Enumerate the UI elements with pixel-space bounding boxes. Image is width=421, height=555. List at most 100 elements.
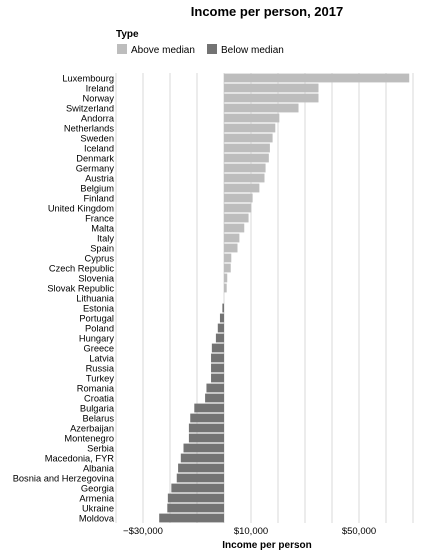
category-label: Serbia xyxy=(87,443,115,453)
bar-spain xyxy=(224,244,238,253)
bar-bulgaria xyxy=(194,404,224,413)
category-label: United Kingdom xyxy=(48,203,114,213)
bar-macedonia-fyr xyxy=(181,454,224,463)
category-label: Estonia xyxy=(83,303,115,313)
category-label: Denmark xyxy=(76,153,114,163)
bar-malta xyxy=(224,224,244,233)
category-label: Norway xyxy=(82,93,114,103)
bar-azerbaijan xyxy=(189,424,224,433)
category-label: Latvia xyxy=(89,353,115,363)
legend-label-below-median: Below median xyxy=(221,45,284,56)
bar-armenia xyxy=(168,494,224,503)
category-label: Switzerland xyxy=(66,103,114,113)
category-label: Finland xyxy=(84,193,115,203)
category-label: Slovak Republic xyxy=(47,283,114,293)
category-label: Bulgaria xyxy=(80,403,115,413)
bar-poland xyxy=(218,324,224,333)
bar-montenegro xyxy=(189,434,224,443)
category-label: Iceland xyxy=(84,143,114,153)
bar-norway xyxy=(224,94,319,103)
category-label: Ireland xyxy=(86,83,114,93)
legend-title: Type xyxy=(116,29,139,40)
category-label: Belarus xyxy=(82,413,114,423)
category-label: Russia xyxy=(86,363,115,373)
category-label: Austria xyxy=(85,173,115,183)
bar-georgia xyxy=(171,484,224,493)
bar-hungary xyxy=(216,334,224,343)
bar-russia xyxy=(211,364,224,373)
category-label: Romania xyxy=(77,383,115,393)
category-label: Bosnia and Herzegovina xyxy=(13,473,115,483)
bar-romania xyxy=(206,384,224,393)
category-labels: LuxembourgIrelandNorwaySwitzerlandAndorr… xyxy=(13,73,115,523)
bar-slovak-republic xyxy=(224,284,227,293)
category-label: Macedonia, FYR xyxy=(45,453,115,463)
x-axis-title: Income per person xyxy=(222,540,311,551)
bar-sweden xyxy=(224,134,273,143)
bar-estonia xyxy=(222,304,224,313)
legend-swatch-above-median xyxy=(117,44,127,54)
category-label: Azerbaijan xyxy=(70,423,114,433)
bar-portugal xyxy=(220,314,224,323)
bar-luxembourg xyxy=(224,74,409,83)
bar-greece xyxy=(212,344,224,353)
category-label: Poland xyxy=(85,323,114,333)
bar-albania xyxy=(178,464,224,473)
x-tick-label: $10,000 xyxy=(234,526,268,537)
category-label: Andorra xyxy=(81,113,115,123)
category-label: Spain xyxy=(90,243,114,253)
bar-czech-republic xyxy=(224,264,231,273)
category-label: Ukraine xyxy=(82,503,114,513)
category-label: Italy xyxy=(97,233,114,243)
bar-ukraine xyxy=(167,504,224,513)
category-label: Czech Republic xyxy=(49,263,114,273)
category-label: Cyprus xyxy=(85,253,115,263)
category-label: France xyxy=(85,213,114,223)
bar-croatia xyxy=(205,394,224,403)
category-label: Turkey xyxy=(86,373,114,383)
bar-finland xyxy=(224,194,253,203)
bar-italy xyxy=(224,234,239,243)
chart-title: Income per person, 2017 xyxy=(191,4,343,19)
x-axis-ticks: −$30,000 $10,000 $50,000 xyxy=(123,526,376,537)
bar-netherlands xyxy=(224,124,275,133)
bar-switzerland xyxy=(224,104,299,113)
category-label: Hungary xyxy=(79,333,114,343)
x-tick-label: $50,000 xyxy=(342,526,376,537)
bar-cyprus xyxy=(224,254,231,263)
bar-iceland xyxy=(224,144,270,153)
category-label: Lithuania xyxy=(76,293,115,303)
category-label: Slovenia xyxy=(78,273,114,283)
bar-moldova xyxy=(159,514,224,523)
x-tick-label: −$30,000 xyxy=(123,526,163,537)
category-label: Germany xyxy=(76,163,115,173)
category-label: Croatia xyxy=(84,393,115,403)
category-label: Georgia xyxy=(81,483,115,493)
bar-austria xyxy=(224,174,265,183)
legend-label-above-median: Above median xyxy=(131,45,195,56)
category-label: Luxembourg xyxy=(62,73,114,83)
bar-denmark xyxy=(224,154,269,163)
bar-latvia xyxy=(211,354,224,363)
category-label: Portugal xyxy=(79,313,114,323)
legend: Type Above median Below median xyxy=(116,29,284,56)
bar-germany xyxy=(224,164,266,173)
category-label: Albania xyxy=(83,463,115,473)
bar-turkey xyxy=(211,374,224,383)
category-label: Sweden xyxy=(80,133,114,143)
bar-france xyxy=(224,214,249,223)
bar-slovenia xyxy=(224,274,227,283)
bar-andorra xyxy=(224,114,279,123)
bar-belarus xyxy=(190,414,224,423)
bar-belgium xyxy=(224,184,259,193)
bar-bosnia-and-herzegovina xyxy=(177,474,224,483)
category-label: Belgium xyxy=(80,183,114,193)
category-label: Armenia xyxy=(79,493,114,503)
category-label: Greece xyxy=(84,343,115,353)
bar-serbia xyxy=(184,444,225,453)
legend-swatch-below-median xyxy=(207,44,217,54)
category-label: Moldova xyxy=(79,513,115,523)
category-label: Malta xyxy=(91,223,115,233)
category-label: Netherlands xyxy=(64,123,114,133)
